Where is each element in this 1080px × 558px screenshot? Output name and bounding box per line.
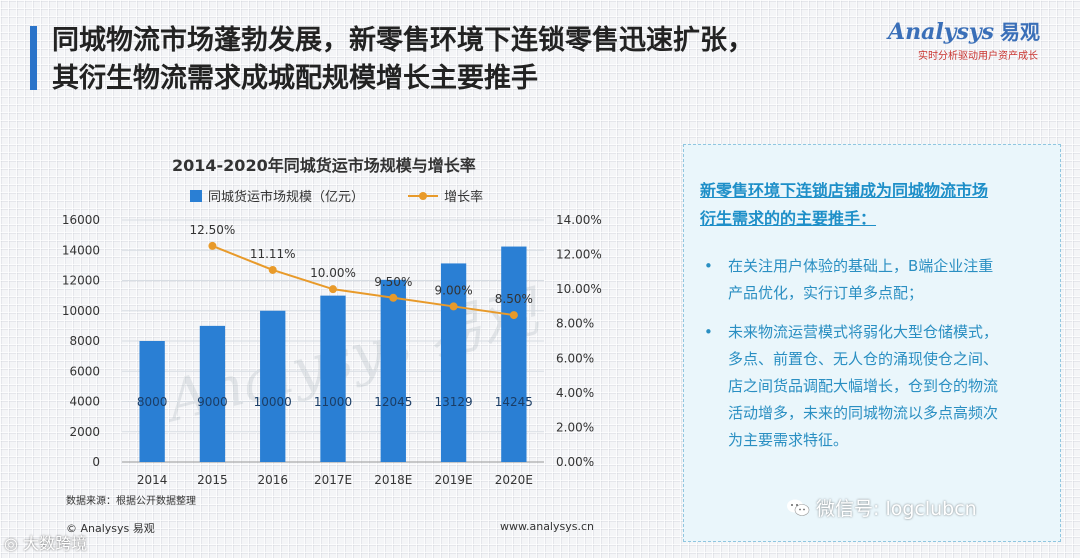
right-axis-tick-label: 4.00%: [556, 386, 594, 400]
left-axis-tick-label: 14000: [62, 243, 100, 257]
x-axis-tick-label: 2015: [197, 473, 228, 487]
insight-bullet-2: • 未来物流运营模式将弱化大型仓储模式，多点、前置仓、无人仓的涌现使仓之间、店之…: [700, 319, 1000, 454]
legend-line-label: 增长率: [444, 190, 484, 205]
bar-2018E: [380, 279, 406, 462]
bottom-left-text: 大数跨境: [23, 534, 88, 553]
bottom-left-icon: ◎: [4, 534, 18, 553]
logo-slogan: 实时分析驱动用户资产成长: [918, 51, 1038, 62]
right-axis-tick-label: 8.00%: [556, 317, 594, 331]
logo-brand-cn: 易观: [1000, 20, 1041, 44]
growth-point-2017E: [329, 285, 337, 294]
right-axis-tick-label: 14.00%: [556, 213, 602, 227]
growth-point-2018E: [389, 293, 398, 302]
left-axis-tick-label: 10000: [62, 304, 100, 318]
insight-bullet-text: 未来物流运营模式将弱化大型仓储模式，多点、前置仓、无人仓的涌现使仓之间、店之间货…: [728, 323, 999, 449]
growth-rate-line: [212, 244, 514, 317]
left-axis-tick-label: 8000: [69, 334, 100, 348]
bar-value-label: 13129: [434, 395, 472, 409]
growth-point-2015: [208, 241, 217, 250]
growth-point-2020E: [509, 311, 518, 320]
bar-value-label: 8000: [137, 395, 168, 409]
bar-value-label: 14245: [495, 395, 533, 409]
left-axis-tick-label: 6000: [69, 364, 100, 378]
bar-value-label: 12045: [374, 395, 412, 409]
chart-legend: 同城货运市场规模（亿元） 增长率: [190, 186, 483, 205]
chart-title: 2014-2020年同城货运市场规模与增长率: [172, 156, 476, 175]
right-axis-tick-label: 10.00%: [556, 282, 602, 296]
wechat-overlay: 微信号: logclubcn: [786, 494, 977, 521]
page-title-line-2: 其衍生物流需求成城配规模增长主要推手: [52, 63, 538, 94]
bar-value-label: 11000: [314, 395, 352, 409]
bar-2016: [260, 310, 286, 462]
insight-bullet-text: 在关注用户体验的基础上，B端企业注重产品优化，实行订单多点配；: [728, 257, 994, 302]
right-axis-tick-label: 0.00%: [556, 455, 594, 469]
right-axis-tick-label: 12.00%: [556, 248, 602, 262]
x-axis-tick-label: 2014: [137, 473, 168, 487]
insight-list: • 在关注用户体验的基础上，B端企业注重产品优化，实行订单多点配； • 未来物流…: [700, 253, 1000, 466]
x-axis-tick-label: 2017E: [314, 473, 352, 487]
x-axis-tick-label: 2019E: [435, 473, 473, 487]
left-axis-tick-label: 12000: [62, 274, 100, 288]
combo-chart: 0 2000 4000 6000 8000 10000 12000 14000 16000 0.0…: [62, 213, 602, 487]
x-axis-tick-label: 2018E: [374, 473, 412, 487]
bar-2017E: [320, 295, 346, 462]
bar-value-label: 9000: [197, 395, 228, 409]
x-axis-tick-label: 2016: [257, 473, 288, 487]
growth-value-label: 9.50%: [374, 275, 412, 289]
title-accent-bar: [30, 26, 37, 90]
growth-value-label: 10.00%: [310, 266, 356, 280]
page-title-line-1: 同城物流市场蓬勃发展，新零售环境下连锁零售迅速扩张，: [52, 25, 754, 56]
left-axis-tick-label: 2000: [69, 425, 100, 439]
legend-bar-swatch: [190, 190, 202, 202]
left-axis-tick-label: 0: [92, 455, 100, 469]
growth-point-2019E: [449, 302, 458, 311]
bottom-left-watermark: ◎ 大数跨境: [4, 530, 87, 554]
growth-point-2016: [268, 265, 277, 274]
chart-panel: Analysys 易观 0 2000 4000 6000 8000 10000 12000 1…: [52, 142, 622, 544]
growth-value-label: 8.50%: [495, 292, 533, 306]
bar-2020E: [501, 246, 527, 462]
footer-copyright: © Analysys 易观: [66, 522, 155, 535]
insight-heading: 新零售环境下连锁店铺成为同城物流市场衍生需求的的主要推手：: [700, 181, 989, 228]
bar-2015: [199, 325, 226, 462]
left-axis-tick-label: 4000: [69, 395, 100, 409]
bullet-dot: •: [704, 257, 713, 275]
growth-value-label: 9.00%: [435, 283, 473, 297]
bullet-dot: •: [704, 323, 713, 341]
left-axis-tick-label: 16000: [62, 213, 100, 227]
bar-2019E: [440, 263, 467, 462]
chart-source: 数据来源：根据公开数据整理: [66, 496, 196, 507]
footer-url: www.analysys.cn: [500, 520, 594, 533]
wechat-id: 微信号: logclubcn: [816, 498, 977, 520]
legend-bar-label: 同城货运市场规模（亿元）: [208, 190, 365, 205]
legend-line-swatch: [408, 190, 439, 202]
insight-panel: 新零售环境下连锁店铺成为同城物流市场衍生需求的的主要推手： • 在关注用户体验的…: [683, 144, 1061, 542]
bar-value-label: 10000: [254, 395, 292, 409]
growth-value-label: 11.11%: [250, 247, 296, 261]
analysys-logo: Analysys 易观 实时分析驱动用户资产成长: [888, 16, 1068, 66]
wechat-icon: [787, 499, 810, 516]
right-axis-tick-label: 6.00%: [556, 351, 594, 365]
growth-value-label: 12.50%: [190, 223, 236, 237]
insight-bullet-1: • 在关注用户体验的基础上，B端企业注重产品优化，实行订单多点配；: [700, 253, 1000, 307]
x-axis-tick-label: 2020E: [495, 473, 533, 487]
logo-brand: Analysys: [888, 19, 995, 45]
page-title: 同城物流市场蓬勃发展，新零售环境下连锁零售迅速扩张， 其衍生物流需求成城配规模增…: [52, 22, 882, 98]
right-axis-tick-label: 2.00%: [556, 420, 594, 434]
bar-2014: [139, 341, 165, 462]
